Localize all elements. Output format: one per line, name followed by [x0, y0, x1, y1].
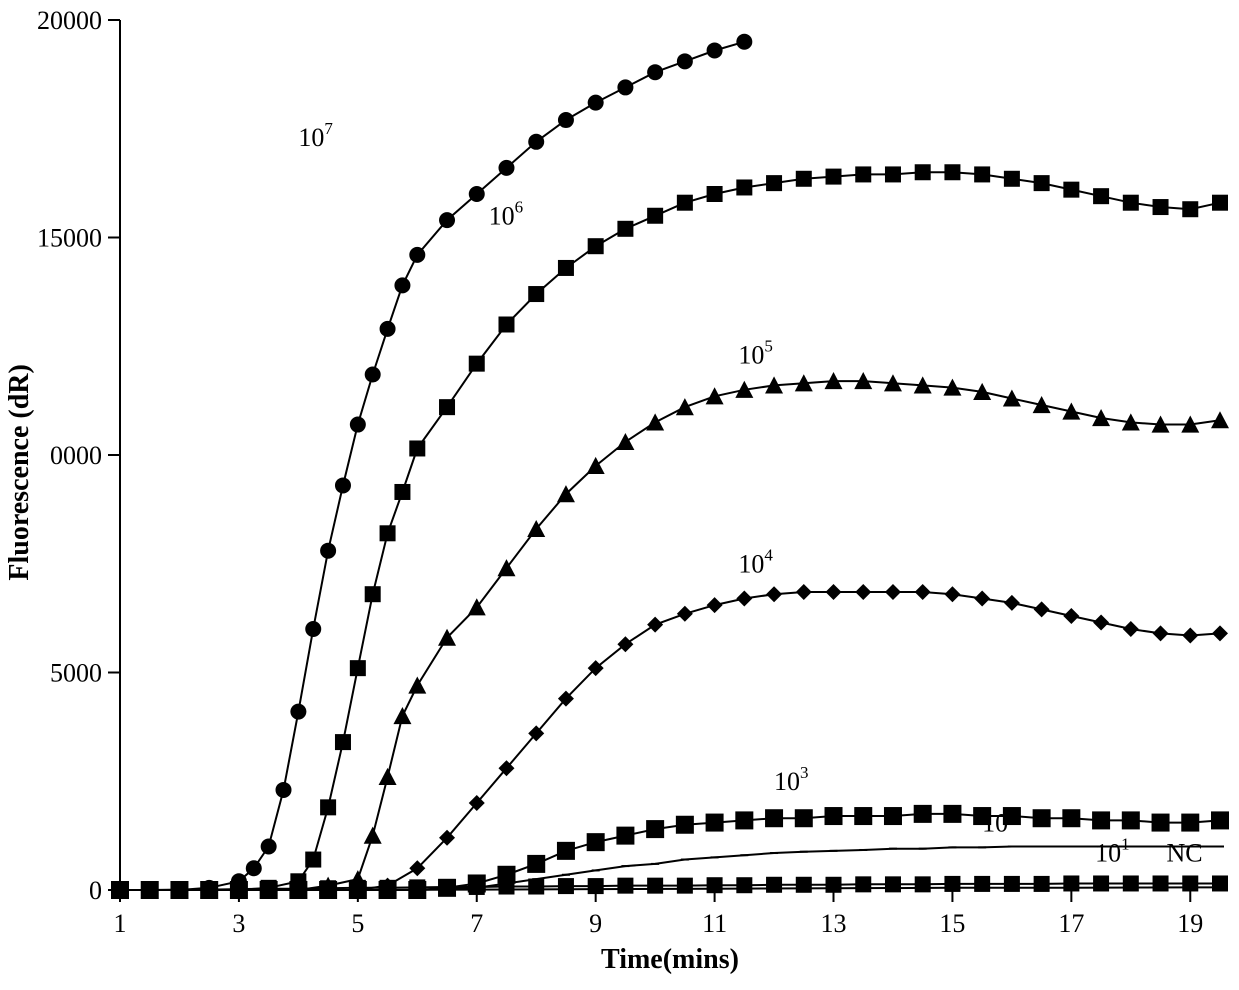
x-tick-label: 7	[470, 909, 483, 938]
y-tick-label: 0000	[50, 441, 102, 470]
x-axis-label: Time(mins)	[601, 944, 739, 975]
x-tick-label: 3	[232, 909, 245, 938]
y-tick-label: 0	[89, 876, 102, 905]
x-tick-label: 1	[114, 909, 127, 938]
y-tick-label: 5000	[50, 659, 102, 688]
x-tick-label: 15	[939, 909, 965, 938]
x-tick-label: 9	[589, 909, 602, 938]
y-tick-label: 15000	[37, 224, 102, 253]
chart-svg: 1357911131517190500000001500020000Time(m…	[0, 0, 1239, 990]
x-tick-label: 17	[1058, 909, 1084, 938]
x-tick-label: 5	[351, 909, 364, 938]
x-tick-label: 11	[702, 909, 727, 938]
y-tick-label: 20000	[37, 6, 102, 35]
x-tick-label: 13	[821, 909, 847, 938]
y-axis-label: Fluorescence (dR)	[4, 364, 35, 580]
series-label: NC	[1166, 839, 1202, 868]
x-tick-label: 19	[1177, 909, 1203, 938]
fluorescence-chart: 1357911131517190500000001500020000Time(m…	[0, 0, 1239, 990]
